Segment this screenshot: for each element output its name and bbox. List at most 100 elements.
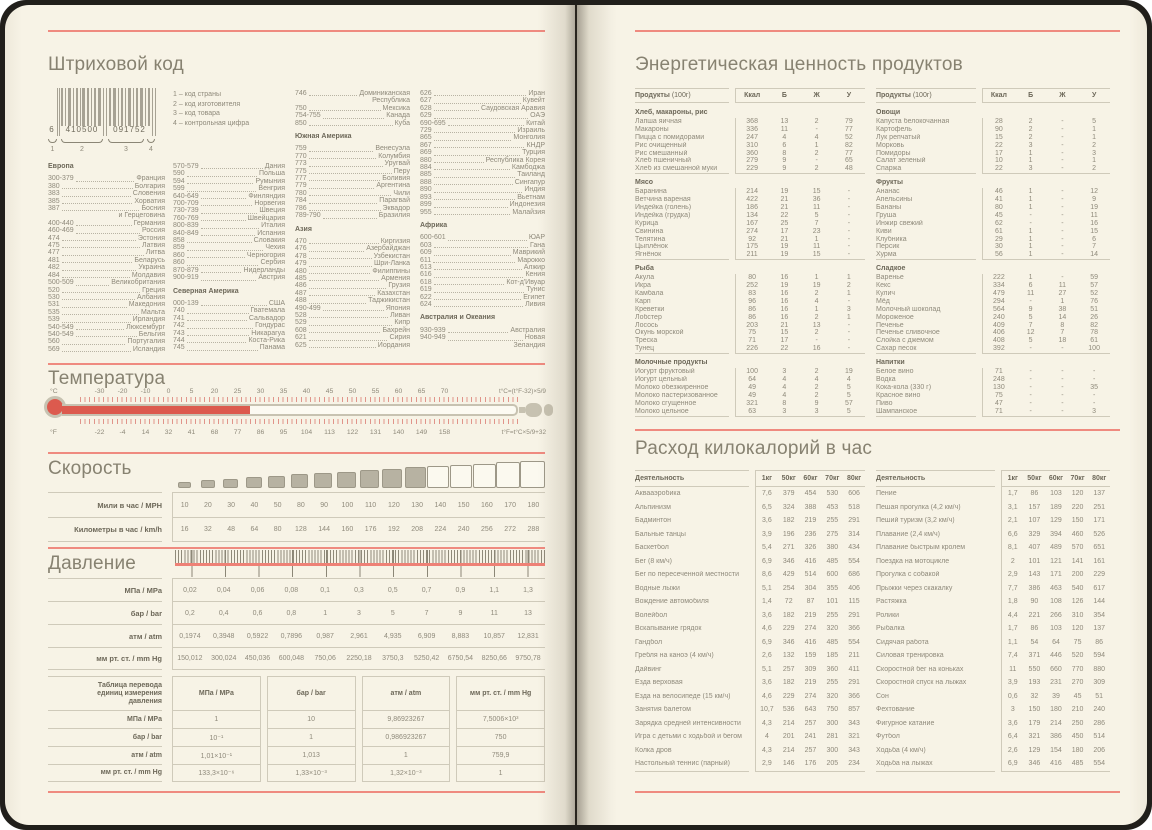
- activity-name: Ролики: [876, 611, 900, 619]
- product-values: 310 6 1 82: [735, 141, 865, 150]
- dot-leader: [61, 306, 127, 308]
- product-name: Кекс: [876, 282, 891, 290]
- carb-value: 7: [1092, 243, 1097, 251]
- country-code-entry: 616 Кения: [420, 271, 545, 278]
- country-code: 893: [420, 193, 432, 201]
- product-name: Помидоры: [876, 149, 911, 157]
- country-name: Мексика: [382, 104, 410, 112]
- dot-leader: [200, 235, 256, 237]
- products-header: Продукты (100г): [635, 88, 729, 103]
- conversion-value: 10⁻¹: [172, 728, 261, 746]
- energy-group-title: Хлеб, макароны, рис: [635, 109, 708, 116]
- kcal-80kg: 137: [1093, 625, 1106, 633]
- kcal-per-kg: 3,1: [1007, 503, 1018, 511]
- fahrenheit-tick-label: 104: [300, 429, 313, 436]
- kcal-60kg: 180: [1050, 706, 1062, 714]
- country-code-entry: 750 Мексика: [295, 105, 410, 112]
- kcal-60kg: 219: [804, 679, 817, 687]
- pressure-row-label: МПа / MPa: [48, 578, 162, 601]
- energy-group-rows: Капуста белокочанная 28 2 - 5 Картофель: [876, 118, 1110, 174]
- dot-leader: [433, 306, 524, 308]
- country-name: Тунис: [526, 286, 545, 294]
- kcal-50kg: 146: [782, 760, 795, 768]
- barcode-list-item: 535 Мальта: [48, 309, 165, 316]
- speed-value: 144: [318, 526, 330, 533]
- carb-value: 77: [844, 125, 853, 133]
- energy-row: Йогурт цельный 64 4 4 4: [635, 376, 865, 384]
- pressure-value: 2250,18: [346, 655, 372, 662]
- calories-row: Сон 0,6 32 39 45 51: [876, 689, 1110, 703]
- product-name: Печенье сливочное: [876, 329, 940, 337]
- country-name: Сирия: [389, 334, 410, 342]
- kcal-per-kg: 10,7: [760, 706, 774, 714]
- weight-column-header: 50кг: [781, 475, 796, 482]
- carb-value: -: [1092, 368, 1096, 376]
- dot-leader: [433, 117, 529, 119]
- product-values: 71 - - 3: [982, 407, 1110, 416]
- country-code: 900-919: [173, 274, 199, 282]
- activity-label: Деятельность: [876, 475, 926, 482]
- country-code-entry: 860 Черногория: [173, 252, 285, 259]
- kcal-60kg: 39: [1052, 692, 1060, 700]
- kcal-per-kg: 6,5: [762, 503, 772, 511]
- celsius-tick-label: 20: [210, 388, 219, 395]
- protein-value: 12: [1026, 329, 1035, 337]
- calories-row: Езда верховая 3,6 182 219 255 291: [635, 676, 865, 690]
- energy-row: Лобстер 86 16 2 1: [635, 313, 865, 322]
- country-code-entry: 611 Марокко: [420, 257, 545, 264]
- conversion-value: 1,013: [266, 746, 356, 764]
- country-code-entry: 529 Кипр: [295, 319, 410, 326]
- product-name: Пиво: [876, 399, 893, 407]
- barcode-list-item: 570-579 Дания: [173, 163, 285, 170]
- country-name: США: [268, 299, 285, 307]
- country-code: 629: [420, 112, 432, 120]
- conversion-row-values: 133,3×10⁻⁶ 1,33×10⁻³ 1,32×10⁻³ 1: [172, 764, 545, 782]
- fat-value: 36: [812, 196, 821, 204]
- country-code-entry: 621 Сирия: [295, 334, 410, 341]
- activity-values: 1,7 86 103 120 137: [1001, 622, 1110, 636]
- pressure-table: МПа / MPa 0,02 0,04 0,06 0,08 0,1 0,3 0,5 0,7 0,…: [48, 578, 545, 670]
- barcode-list-item: Азия: [295, 226, 410, 233]
- carb-value: -: [847, 211, 851, 219]
- kcal-50kg: 221: [1028, 611, 1041, 619]
- barcode-list-item: 729 Израиль: [420, 127, 545, 134]
- barcode-list-item: 300-379 Франция: [48, 175, 165, 182]
- kcal-60kg: 416: [804, 557, 817, 565]
- kcal-value: 229: [746, 165, 758, 173]
- country-code: 383: [48, 190, 60, 198]
- carb-value: 76: [1090, 297, 1099, 305]
- activity-name: Вскапывание грядок: [635, 625, 702, 633]
- energy-row: Персик 30 1 - 7: [876, 243, 1110, 252]
- activity-values: 1,1 54 64 75 86: [1001, 635, 1110, 649]
- dot-leader: [308, 150, 374, 152]
- protein-value: 1: [1028, 251, 1033, 259]
- country-name: Никарагуа: [251, 329, 285, 337]
- product-values: 214 19 15 -: [735, 188, 865, 197]
- calories-row: Фигурное катание 3,6 179 214 250 286: [876, 716, 1110, 730]
- activity-values: 5,4 271 326 380 434: [755, 541, 865, 555]
- country-code-entry: 540-549 Люксембург: [48, 324, 165, 331]
- speed-row: Километры в час / km/h 16 32 48 64 80 128 144 1…: [48, 517, 545, 542]
- country-name: Россия: [142, 227, 165, 235]
- carb-value: 57: [844, 399, 853, 407]
- calories-section-title: Расход килокалорий в час: [635, 438, 873, 459]
- speed-square-cell: [473, 454, 497, 488]
- product-values: 360 8 2 77: [735, 149, 865, 158]
- energy-row: Ветчина вареная 422 21 36 -: [635, 196, 865, 205]
- fahrenheit-tick-label: 149: [415, 429, 428, 436]
- country-code-entry: 488 Таджикистан: [295, 297, 410, 304]
- kcal-value: 336: [746, 125, 758, 133]
- calories-rows: Пение 1,7 86 103 120 137 Пешая прогулка …: [876, 487, 1110, 771]
- calories-table-right: Деятельность 1кг 50кг 60кг 70кг 80кг Пение 1…: [876, 470, 1110, 772]
- country-code: 885: [420, 171, 432, 179]
- barcode-list-item: 520 Греция: [48, 287, 165, 294]
- celsius-tick-label: 55: [371, 388, 380, 395]
- legend-line: 2 – код изготовителя: [173, 100, 241, 108]
- kcal-value: 75: [994, 391, 1003, 399]
- dot-leader: [200, 272, 242, 274]
- energy-row: Картофель 90 2 - 1: [876, 125, 1110, 134]
- dot-leader: [308, 280, 380, 282]
- country-name: Австрия: [258, 274, 285, 282]
- kcal-60kg: 241: [804, 733, 817, 741]
- country-code: 609: [420, 249, 432, 257]
